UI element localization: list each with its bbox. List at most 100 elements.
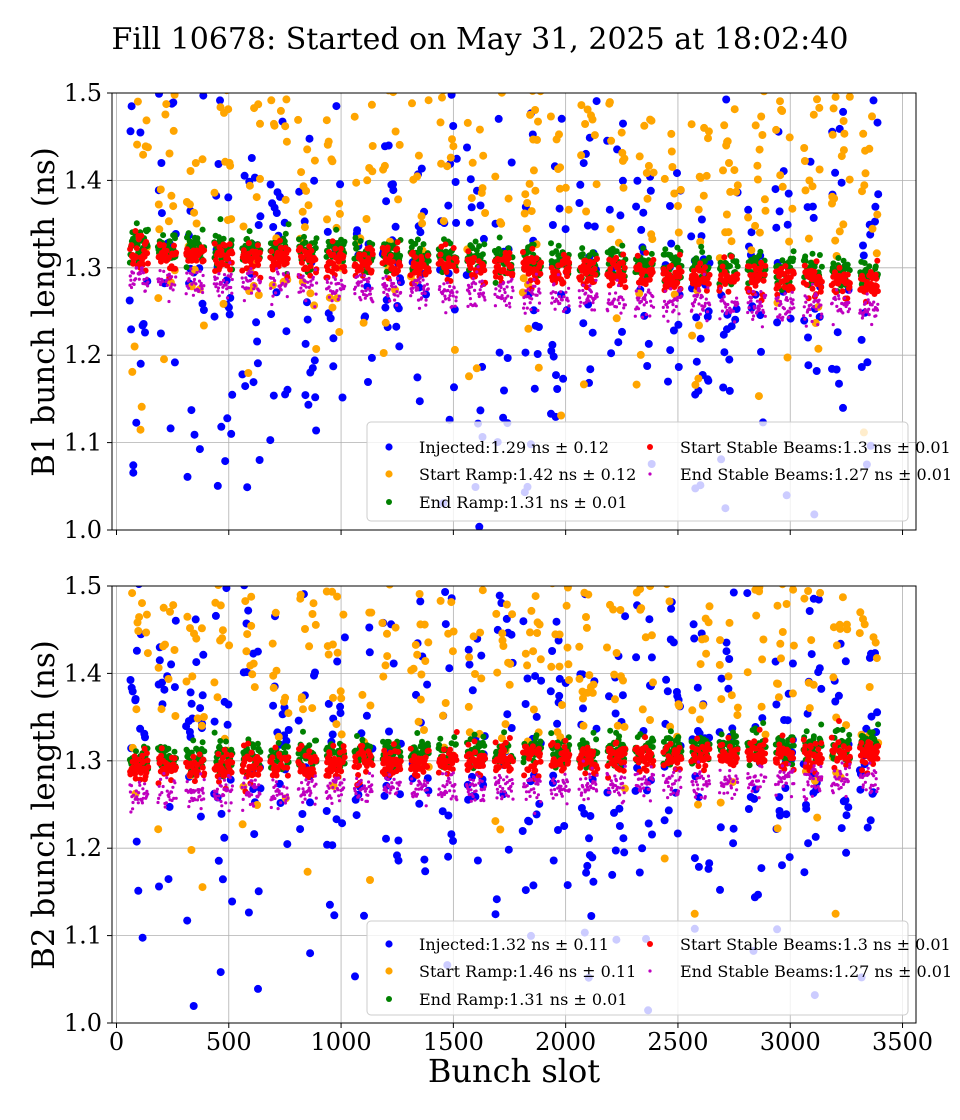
data-point (415, 397, 424, 406)
data-point (636, 350, 645, 359)
data-point (170, 358, 179, 367)
data-point (186, 167, 195, 175)
data-point (675, 257, 682, 263)
data-point (593, 430, 601, 438)
data-point (676, 273, 683, 280)
data-point (729, 310, 733, 315)
data-point (167, 272, 171, 276)
data-point (295, 187, 304, 196)
data-point (382, 834, 390, 843)
data-point (383, 652, 392, 661)
data-point (698, 544, 706, 552)
data-point (721, 254, 728, 261)
data-point (702, 649, 711, 658)
data-point (301, 625, 309, 633)
data-point (772, 700, 781, 709)
data-point (496, 520, 504, 528)
data-point (660, 174, 669, 183)
data-point (579, 319, 588, 328)
data-point (673, 829, 682, 838)
data-point (333, 277, 337, 281)
data-point (276, 272, 280, 276)
data-point (323, 227, 332, 236)
data-point (584, 590, 593, 599)
data-point (846, 280, 853, 287)
data-point (582, 613, 590, 621)
data-point (613, 254, 620, 261)
data-point (506, 280, 510, 284)
data-point (381, 318, 390, 327)
data-point (548, 730, 555, 737)
data-point (734, 271, 741, 278)
data-point (781, 518, 789, 526)
data-point (327, 285, 331, 289)
data-point (510, 285, 514, 289)
data-point (761, 730, 770, 739)
data-point (444, 201, 453, 210)
data-point (224, 700, 233, 709)
data-point (201, 290, 205, 295)
data-point (525, 306, 529, 310)
data-point (128, 283, 132, 287)
data-point (722, 281, 729, 287)
data-point (382, 197, 391, 206)
data-point (504, 845, 513, 854)
data-point (351, 972, 359, 981)
data-point (700, 295, 704, 299)
data-point (780, 318, 784, 322)
data-point (131, 695, 140, 703)
data-point (213, 693, 222, 702)
data-point (143, 238, 150, 245)
data-point (452, 741, 459, 748)
data-point (725, 288, 732, 295)
data-point (611, 695, 619, 704)
data-point (313, 305, 317, 309)
data-point (633, 445, 641, 453)
data-point (675, 701, 684, 710)
data-point (638, 705, 647, 714)
data-point (605, 205, 614, 214)
data-point (385, 284, 389, 288)
data-point (817, 684, 826, 693)
data-point (420, 620, 429, 629)
data-point (790, 255, 797, 262)
data-point (615, 804, 624, 813)
data-point (789, 586, 798, 594)
data-point (715, 660, 724, 669)
data-point (199, 739, 206, 746)
data-point (132, 228, 139, 234)
data-point (633, 314, 637, 318)
data-point (254, 887, 263, 896)
data-point (868, 112, 876, 121)
data-point (195, 445, 204, 454)
data-point (782, 307, 787, 311)
data-point (333, 592, 342, 601)
data-point (790, 248, 797, 255)
data-point (553, 719, 562, 728)
data-point (725, 386, 734, 395)
data-point (841, 657, 850, 666)
data-point (454, 295, 458, 299)
data-point (134, 886, 143, 895)
data-point (693, 683, 702, 692)
data-point (577, 289, 581, 293)
data-point (760, 195, 769, 204)
data-point (830, 194, 839, 203)
data-point (282, 230, 289, 237)
data-point (277, 237, 283, 244)
data-point (754, 293, 758, 297)
data-point (409, 294, 413, 298)
data-point (284, 282, 288, 286)
data-point (445, 281, 449, 285)
data-point (564, 205, 573, 214)
data-point (522, 302, 527, 306)
data-point (447, 830, 456, 839)
data-point (224, 193, 233, 202)
data-point (134, 277, 138, 281)
data-point (696, 334, 705, 343)
data-point (245, 181, 254, 190)
data-point (859, 241, 867, 250)
data-point (240, 276, 244, 280)
data-point (662, 246, 669, 253)
data-point (619, 183, 628, 192)
